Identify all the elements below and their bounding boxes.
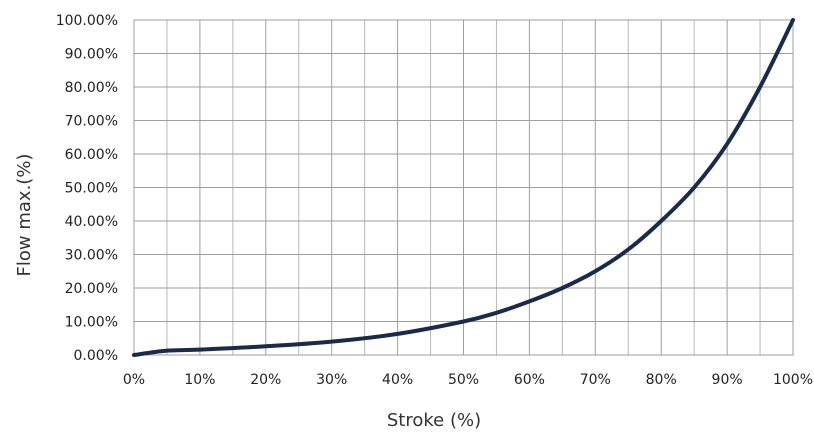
y-tick-label: 80.00% xyxy=(65,80,118,96)
x-tick-label: 70% xyxy=(580,372,611,388)
x-tick-label: 100% xyxy=(773,372,813,388)
y-tick-label: 40.00% xyxy=(65,214,118,230)
y-tick-label: 100.00% xyxy=(56,13,118,29)
x-tick-labels: 0% 10% 20% 30% 40% 50% 60% 70% 80% 90% 100% xyxy=(123,372,813,388)
x-tick-label: 90% xyxy=(712,372,743,388)
y-tick-label: 60.00% xyxy=(65,147,118,163)
y-tick-label: 70.00% xyxy=(65,114,118,130)
y-tick-label: 0.00% xyxy=(74,348,118,364)
x-tick-label: 20% xyxy=(250,372,281,388)
x-tick-label: 60% xyxy=(514,372,545,388)
y-tick-label: 20.00% xyxy=(65,281,118,297)
x-axis-title: Stroke (%) xyxy=(387,410,481,431)
series-layer xyxy=(132,18,795,357)
y-tick-labels: 0.00% 10.00% 20.00% 30.00% 40.00% 50.00% 60.00… xyxy=(56,13,118,364)
y-tick-label: 30.00% xyxy=(65,248,118,264)
x-tick-label: 40% xyxy=(382,372,413,388)
plot-area-border xyxy=(133,19,794,356)
y-tick-label: 50.00% xyxy=(65,181,118,197)
y-tick-label: 10.00% xyxy=(65,315,118,331)
x-tick-label: 0% xyxy=(123,372,145,388)
y-tick-label: 90.00% xyxy=(65,47,118,63)
plot-frame xyxy=(133,19,794,356)
x-tick-label: 10% xyxy=(184,372,215,388)
grid-major-lines xyxy=(134,20,793,355)
series-line xyxy=(132,18,795,357)
x-tick-label: 50% xyxy=(448,372,479,388)
x-tick-label: 30% xyxy=(316,372,347,388)
y-axis-title: Flow max.(%) xyxy=(14,154,35,277)
x-tick-label: 80% xyxy=(646,372,677,388)
